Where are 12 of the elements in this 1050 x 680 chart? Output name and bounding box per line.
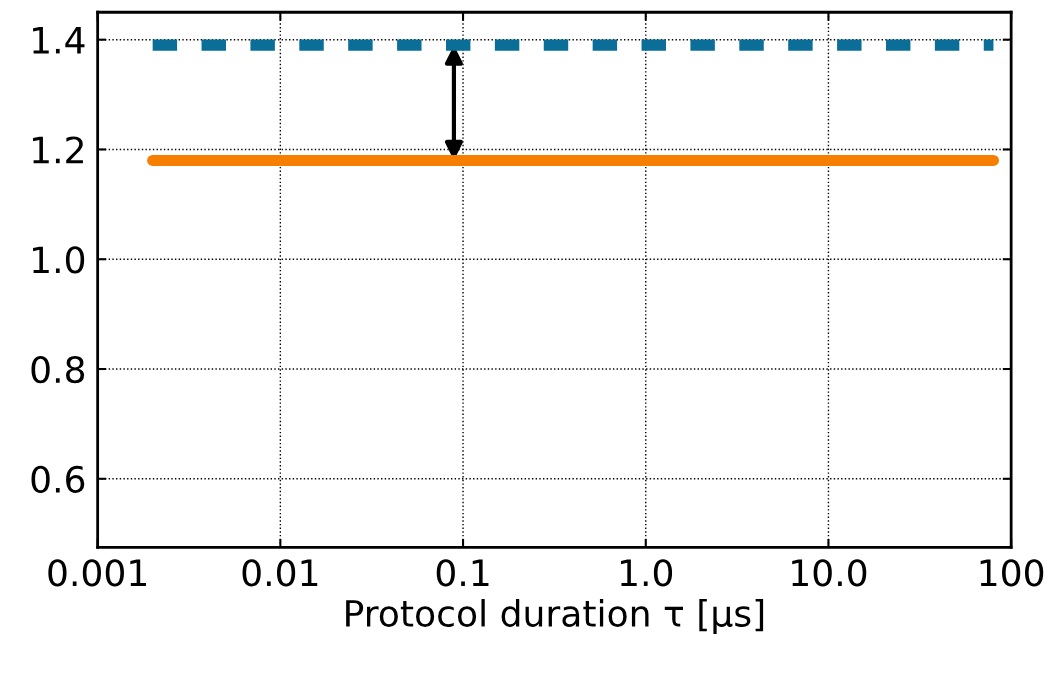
x-tick-label: 0.1	[436, 559, 489, 587]
x-axis-title: Protocol duration τ [μs]	[346, 599, 764, 634]
y-tick-label: 0.6	[31, 465, 85, 494]
x-tick-label: 1.0	[621, 559, 673, 587]
x-tick-label: 0.001	[48, 559, 147, 587]
x-tick-label: 100	[980, 559, 1044, 587]
y-tick-label: 1.2	[33, 136, 83, 164]
y-tick-label: 0.8	[31, 355, 85, 384]
x-tick-label: 0.01	[242, 559, 318, 587]
y-tick-label: 1.4	[33, 27, 85, 54]
x-tick-label: 10.0	[792, 559, 867, 587]
y-tick-label: 1.0	[33, 246, 85, 274]
